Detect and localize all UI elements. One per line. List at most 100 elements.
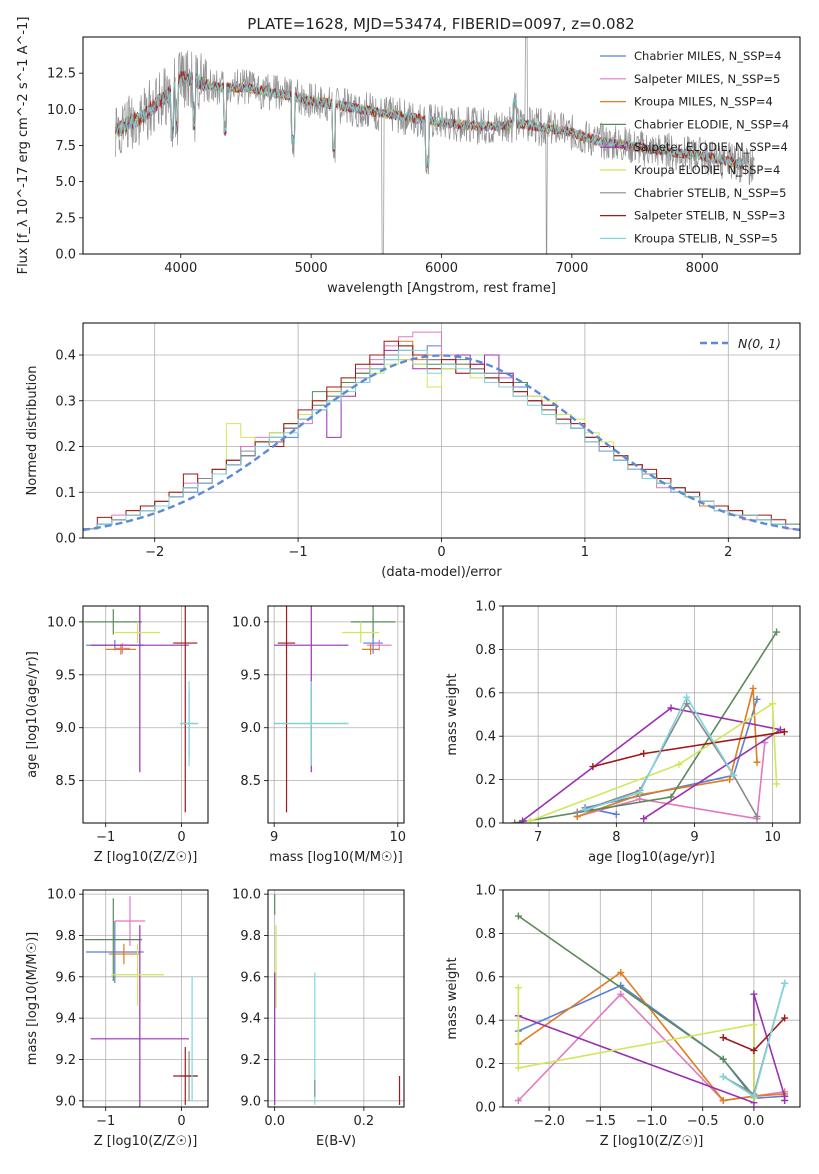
weight-marker — [617, 968, 625, 976]
weight-marker — [636, 789, 644, 797]
x-axis-label: (data-model)/error — [381, 565, 502, 580]
weight-marker — [683, 693, 691, 701]
x-tick-label: 10 — [764, 830, 781, 845]
y-tick-label: 9.0 — [240, 1094, 261, 1109]
x-tick-label: 6000 — [425, 261, 458, 276]
weight-marker — [781, 979, 789, 987]
x-tick-label: 10 — [390, 830, 407, 845]
weight-marker — [773, 628, 781, 636]
weight-marker — [750, 1021, 758, 1029]
plot-area — [514, 912, 789, 1107]
x-tick-label: −1 — [289, 545, 308, 560]
weight-marker — [719, 1034, 727, 1042]
y-axis-label: Flux [f_λ 10^-17 erg cm^-2 s^-1 A^-1] — [16, 17, 31, 275]
weight-marker — [750, 1047, 758, 1055]
y-tick-label: 0.2 — [475, 1057, 496, 1072]
spectrum-line — [115, 71, 744, 169]
weight-marker — [640, 815, 648, 823]
x-axis-label: mass [log10(M/M☉)] — [269, 850, 402, 865]
mass-vs-ebv-panel: 0.0 0.2 9.0 9.2 9.4 9.6 9.8 10.0 E(B-V) — [232, 888, 405, 1149]
legend-label: Kroupa STELIB, N_SSP=5 — [634, 231, 778, 245]
x-tick-label: −1 — [96, 1114, 115, 1129]
y-axis-label: Normed distribution — [25, 366, 40, 496]
y-tick-label: 9.4 — [240, 1012, 261, 1027]
weight-line — [584, 695, 735, 811]
weight-marker — [526, 817, 534, 823]
legend-label: Salpeter STELIB, N_SSP=3 — [634, 209, 785, 223]
y-tick-label: 0.4 — [475, 1014, 496, 1029]
y-tick-label: 0.4 — [475, 730, 496, 745]
plot-area — [83, 331, 800, 532]
x-tick-label: 9 — [270, 830, 278, 845]
x-tick-label: 0 — [177, 830, 185, 845]
weight-marker — [726, 776, 734, 784]
weight-vs-age-panel: 7 8 9 10 0.0 0.2 0.4 0.6 0.8 1.0 age [log10(age/yr… — [445, 600, 801, 865]
y-tick-label: 0.4 — [55, 349, 76, 364]
y-tick-label: 0.8 — [475, 643, 496, 658]
weight-marker — [667, 704, 675, 712]
x-axis-label: age [log10(age/yr)] — [588, 850, 715, 865]
axes-frame — [82, 605, 209, 824]
x-tick-label: 1 — [581, 545, 589, 560]
weight-marker — [514, 1096, 522, 1104]
y-tick-label: 0.0 — [475, 1101, 496, 1116]
weight-marker — [511, 819, 519, 823]
y-tick-label: 9.2 — [240, 1053, 261, 1068]
x-tick-label: 0 — [177, 1114, 185, 1129]
y-tick-label: 0.6 — [475, 686, 496, 701]
x-tick-label: 8000 — [686, 261, 719, 276]
legend-label: Chabrier STELIB, N_SSP=5 — [634, 186, 786, 200]
x-tick-label: 4000 — [164, 261, 197, 276]
weight-marker — [781, 1014, 789, 1022]
weight-marker — [749, 684, 757, 692]
weight-marker — [514, 1064, 522, 1072]
weight-line — [530, 702, 778, 822]
spectrum-panel: 4000 5000 6000 7000 8000 0.0 2.5 5.0 7.5 10.0 12.5… — [16, 17, 801, 296]
y-tick-label: 9.6 — [55, 970, 76, 985]
legend-label: Kroupa MILES, N_SSP=4 — [634, 95, 773, 109]
plot-area — [274, 894, 401, 1105]
y-tick-label: 0.2 — [475, 773, 496, 788]
y-tick-label: 1.0 — [475, 600, 496, 615]
x-tick-label: −2 — [145, 545, 164, 560]
y-tick-label: 0.3 — [55, 394, 76, 409]
gaussian-curve — [83, 354, 800, 532]
weight-marker — [612, 810, 620, 818]
axes-frame — [502, 605, 801, 824]
x-tick-label: −0.5 — [687, 1114, 719, 1129]
weight-line — [517, 987, 755, 1099]
x-tick-label: 0.0 — [264, 1114, 285, 1129]
x-tick-label: 2 — [724, 545, 732, 560]
legend-label: Kroupa ELODIE, N_SSP=4 — [634, 163, 780, 177]
y-tick-label: 8.5 — [240, 774, 261, 789]
axes-frame — [267, 605, 405, 824]
weight-marker — [750, 990, 758, 998]
plot-area — [84, 606, 199, 813]
axes-frame — [267, 889, 405, 1108]
y-tick-label: 8.5 — [55, 774, 76, 789]
weight-marker — [581, 806, 589, 814]
y-tick-label: 0.1 — [55, 486, 76, 501]
y-tick-label: 9.5 — [55, 668, 76, 683]
legend-label: Chabrier ELODIE, N_SSP=4 — [634, 117, 789, 131]
y-tick-label: 0.2 — [55, 440, 76, 455]
legend-label: N(0, 1) — [738, 336, 781, 351]
x-tick-label: 8 — [612, 830, 620, 845]
weight-marker — [753, 758, 761, 766]
weight-marker — [773, 780, 781, 788]
y-tick-label: 9.0 — [55, 721, 76, 736]
x-axis-label: Z [log10(Z/Z☉)] — [94, 1134, 198, 1149]
legend-label: Salpeter ELODIE, N_SSP=4 — [634, 140, 788, 154]
weight-marker — [781, 1096, 789, 1104]
x-tick-label: 0.0 — [744, 1114, 765, 1129]
weight-marker — [719, 1073, 727, 1081]
plot-area — [274, 606, 396, 813]
weight-marker — [589, 763, 597, 771]
x-tick-label: 0.2 — [354, 1114, 375, 1129]
y-tick-label: 7.5 — [55, 139, 76, 154]
weight-line — [522, 707, 783, 822]
x-axis-label: Z [log10(Z/Z☉)] — [94, 850, 198, 865]
y-axis-label: mass weight — [445, 957, 460, 1039]
x-axis-label: wavelength [Angstrom, rest frame] — [327, 281, 556, 296]
